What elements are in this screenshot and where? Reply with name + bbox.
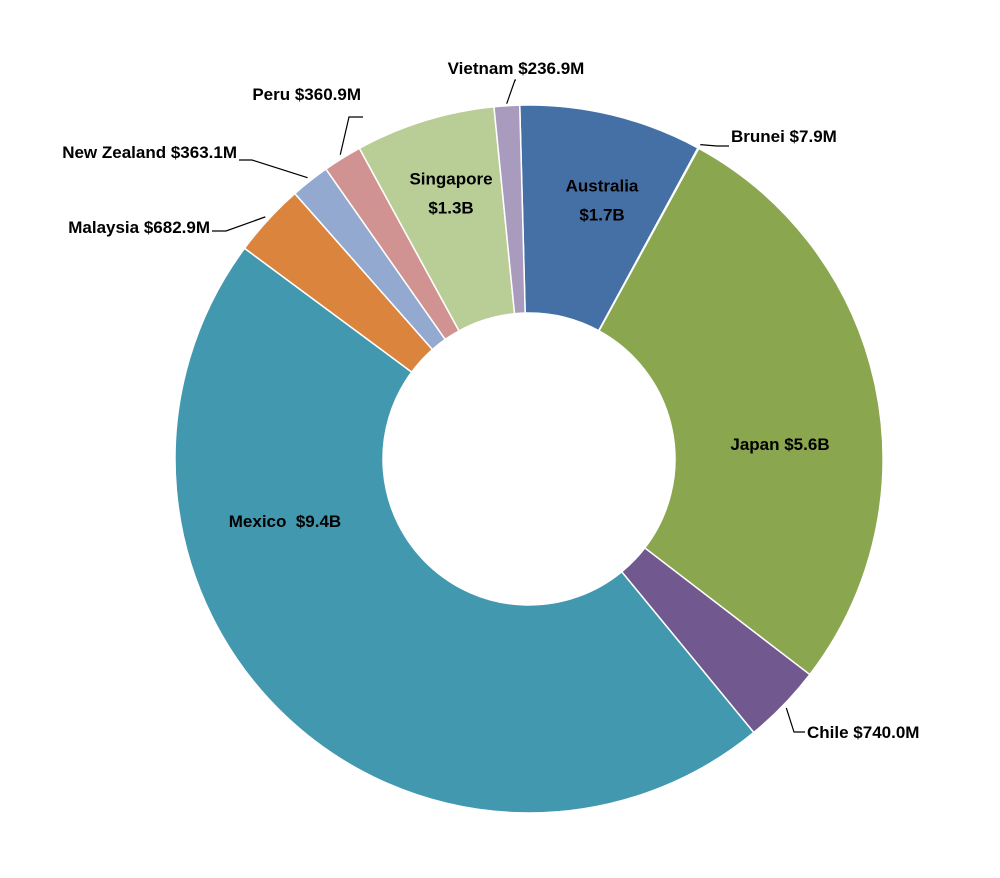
data-label-vietnam: Vietnam $236.9M xyxy=(448,59,585,78)
data-label-singapore: Singapore $1.3B xyxy=(409,170,492,218)
leader-line-brunei xyxy=(700,144,729,147)
leader-line-chile xyxy=(785,707,805,733)
slice-vietnam xyxy=(493,104,526,315)
leader-line-malaysia xyxy=(212,216,266,232)
slice-japan xyxy=(597,147,884,676)
data-label-peru: Peru $360.9M xyxy=(252,85,361,104)
data-label-japan: Japan $5.6B xyxy=(730,435,829,454)
data-label-new-zealand: New Zealand $363.1M xyxy=(62,143,237,162)
leader-line-peru xyxy=(339,116,363,155)
data-label-australia: Australia $1.7B xyxy=(566,177,639,225)
data-label-chile: Chile $740.0M xyxy=(807,723,919,742)
leader-line-vietnam xyxy=(506,79,516,104)
data-label-mexico: Mexico $9.4B xyxy=(229,512,341,531)
data-label-malaysia: Malaysia $682.9M xyxy=(68,218,210,237)
slice-mexico xyxy=(174,247,755,814)
leader-line-new-zealand xyxy=(239,159,308,179)
data-label-brunei: Brunei $7.9M xyxy=(731,127,837,146)
